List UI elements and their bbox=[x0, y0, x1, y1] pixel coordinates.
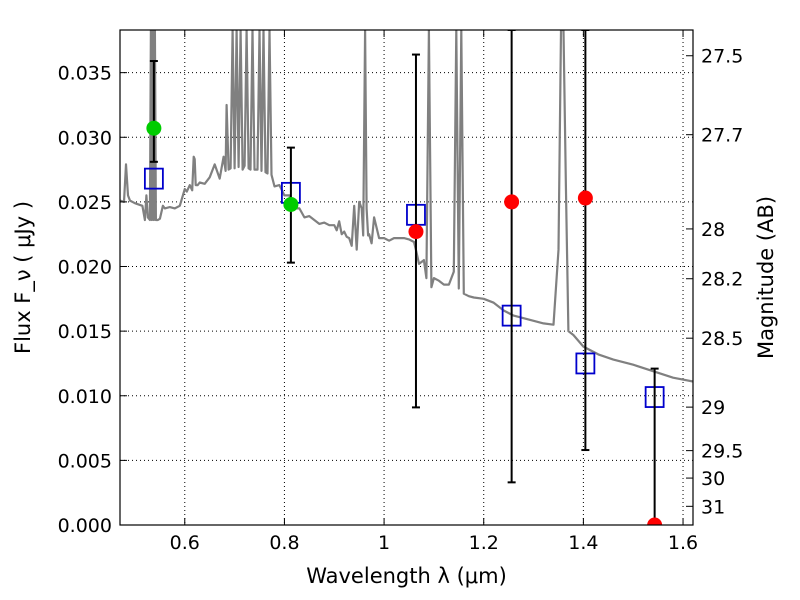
x-tick-label: 0.6 bbox=[170, 532, 200, 554]
upper-limit-point bbox=[577, 190, 593, 206]
axis-ticks: 0.6 0.8 1 1.2 1.4 1.6 0.000 0.005 0.010 0.015 0.02… bbox=[58, 30, 743, 554]
x-tick-label: 1.4 bbox=[568, 532, 598, 554]
mag-tick-label: 28.5 bbox=[701, 328, 743, 350]
plot-area bbox=[120, 30, 693, 525]
mag-tick-label: 27.7 bbox=[701, 125, 743, 147]
mag-tick-label: 28 bbox=[701, 219, 725, 241]
mag-tick-label: 31 bbox=[701, 496, 725, 518]
mag-tick-label: 30 bbox=[701, 468, 725, 490]
mag-tick-label: 28.2 bbox=[701, 269, 743, 291]
x-tick-label: 1.2 bbox=[469, 532, 499, 554]
y-tick-label: 0.020 bbox=[58, 257, 112, 279]
upper-limit-point bbox=[504, 194, 520, 210]
y-tick-label: 0.035 bbox=[58, 63, 112, 85]
model-photometry-square bbox=[143, 167, 164, 190]
x-axis-label: Wavelength λ (μm) bbox=[306, 564, 507, 588]
y-tick-label: 0.010 bbox=[58, 386, 112, 408]
grid-lines bbox=[120, 30, 693, 525]
x-tick-label: 1 bbox=[378, 532, 390, 554]
mag-tick-label: 29.5 bbox=[701, 441, 743, 463]
upper-limit-point bbox=[647, 517, 663, 525]
y-tick-label: 0.005 bbox=[58, 450, 112, 472]
detection-point bbox=[283, 196, 299, 212]
detection-point bbox=[146, 120, 162, 136]
y2-axis-label: Magnitude (AB) bbox=[754, 196, 778, 359]
y-axis-label: Flux F_ν ( μJy ) bbox=[11, 201, 36, 354]
mag-tick-label: 27.5 bbox=[701, 46, 743, 68]
y-tick-label: 0.000 bbox=[58, 515, 112, 537]
mag-tick-label: 29 bbox=[701, 397, 725, 419]
x-tick-label: 0.8 bbox=[269, 532, 299, 554]
upper-limit-point bbox=[408, 224, 424, 240]
y-tick-label: 0.030 bbox=[58, 127, 112, 149]
plot-frame bbox=[119, 29, 694, 526]
model-sed-line bbox=[120, 30, 693, 383]
x-tick-label: 1.6 bbox=[668, 532, 698, 554]
y-tick-label: 0.015 bbox=[58, 321, 112, 343]
y-tick-label: 0.025 bbox=[58, 192, 112, 214]
